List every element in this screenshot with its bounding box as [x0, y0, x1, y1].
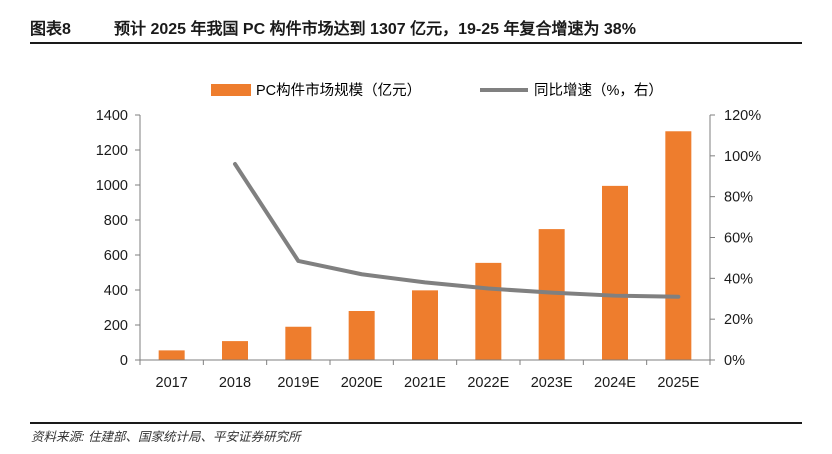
x-tick-label: 2023E — [531, 375, 573, 391]
x-tick-label: 2025E — [657, 375, 699, 391]
legend-line-label: 同比增速（%，右） — [534, 82, 663, 99]
source-note: 资料来源: 住建部、国家统计局、平安证券研究所 — [31, 430, 301, 444]
bars-layer — [158, 131, 692, 360]
figure-label: 图表8 — [30, 21, 71, 38]
y-tick-label: 1200 — [96, 143, 128, 159]
x-tick-label: 2018 — [219, 375, 251, 391]
bar-2020E — [348, 311, 375, 360]
bar-2018 — [222, 341, 248, 360]
x-tick-label: 2020E — [341, 375, 383, 391]
bar-2024E — [602, 185, 628, 360]
y2-tick-label: 100% — [724, 149, 761, 165]
x-tick-label: 2022E — [467, 375, 509, 391]
y-tick-label: 400 — [104, 283, 128, 299]
y-tick-label: 200 — [104, 318, 128, 334]
y-tick-label: 1000 — [96, 178, 128, 194]
y2-tick-label: 0% — [724, 353, 745, 369]
legend: PC构件市场规模（亿元） 同比增速（%，右） — [211, 82, 663, 99]
x-tick-label: 2024E — [594, 375, 636, 391]
x-tick-label: 2017 — [156, 375, 188, 391]
y2-tick-label: 40% — [724, 271, 753, 287]
y2-tick-label: 120% — [724, 108, 761, 124]
y2-tick-label: 80% — [724, 190, 753, 206]
y-tick-label: 0 — [120, 353, 128, 369]
legend-bar-swatch — [211, 84, 251, 96]
y-tick-label: 1400 — [96, 108, 128, 124]
y-tick-label: 800 — [104, 213, 128, 229]
bar-2017 — [158, 350, 185, 360]
figure-title: 预计 2025 年我国 PC 构件市场达到 1307 亿元，19-25 年复合增… — [114, 21, 636, 38]
bar-2019E — [285, 326, 312, 360]
x-tick-label: 2019E — [277, 375, 319, 391]
y2-tick-label: 20% — [724, 312, 753, 328]
y2-tick-label: 60% — [724, 231, 753, 247]
legend-bar-label: PC构件市场规模（亿元） — [256, 82, 421, 99]
bar-2022E — [475, 262, 502, 360]
source-rule — [30, 422, 802, 424]
title-rule — [30, 42, 802, 44]
figure-header: 图表8 预计 2025 年我国 PC 构件市场达到 1307 亿元，19-25 … — [30, 12, 802, 40]
bar-2021E — [412, 290, 438, 360]
growth-rate-line — [233, 162, 681, 299]
axes-layer: 0 200 400 600 800 1000 1200 1400 0% 20% 40% 60% 80% 1… — [96, 108, 761, 391]
y-tick-label: 600 — [104, 248, 128, 264]
bar-2025E — [665, 131, 692, 360]
line-layer — [233, 162, 681, 299]
x-tick-label: 2021E — [404, 375, 446, 391]
